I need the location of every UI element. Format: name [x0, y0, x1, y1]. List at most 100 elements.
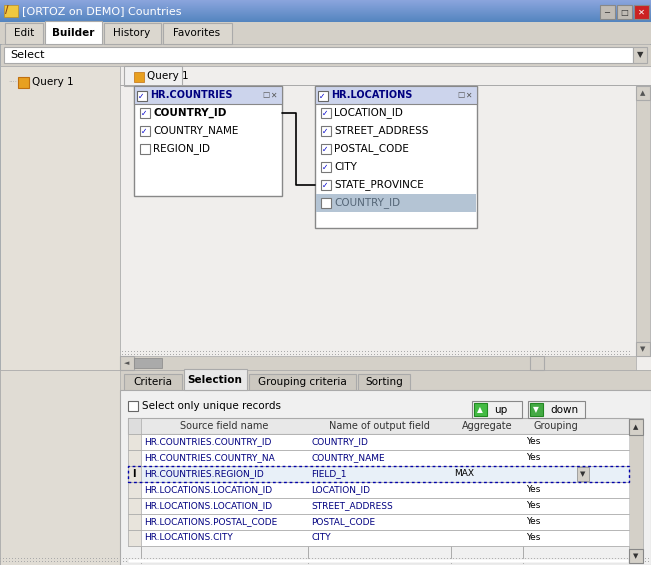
- Bar: [591, 561, 592, 562]
- Bar: [300, 561, 301, 562]
- Bar: [182, 351, 183, 352]
- Bar: [254, 354, 255, 355]
- Bar: [237, 558, 238, 559]
- Bar: [620, 354, 621, 355]
- Bar: [222, 558, 223, 559]
- Bar: [243, 561, 244, 562]
- Bar: [528, 558, 529, 559]
- Bar: [158, 354, 159, 355]
- Bar: [123, 558, 124, 559]
- Bar: [636, 342, 650, 356]
- Bar: [344, 351, 345, 352]
- Bar: [21, 558, 22, 559]
- Bar: [444, 561, 445, 562]
- Bar: [368, 354, 369, 355]
- Bar: [560, 351, 561, 352]
- Bar: [483, 561, 484, 562]
- Bar: [257, 354, 258, 355]
- Text: Yes: Yes: [526, 454, 540, 463]
- Bar: [294, 561, 295, 562]
- Bar: [0, 19, 651, 20]
- Bar: [170, 351, 171, 352]
- Bar: [618, 561, 619, 562]
- Bar: [137, 91, 147, 101]
- Bar: [608, 351, 609, 352]
- Text: HR.LOCATIONS.LOCATION_ID: HR.LOCATIONS.LOCATION_ID: [144, 502, 272, 511]
- Bar: [623, 354, 624, 355]
- Text: [ORTOZ on DEMO] Countries: [ORTOZ on DEMO] Countries: [22, 6, 182, 16]
- Bar: [258, 561, 259, 562]
- Bar: [341, 351, 342, 352]
- Bar: [0, 15, 651, 16]
- Bar: [321, 558, 322, 559]
- Bar: [224, 354, 225, 355]
- Bar: [537, 558, 538, 559]
- Bar: [281, 351, 282, 352]
- Bar: [93, 561, 94, 562]
- Bar: [212, 354, 213, 355]
- Bar: [602, 351, 603, 352]
- Bar: [365, 354, 366, 355]
- Bar: [473, 351, 474, 352]
- Bar: [434, 354, 435, 355]
- Text: ▲: ▲: [633, 424, 639, 430]
- Bar: [374, 354, 375, 355]
- Bar: [120, 66, 651, 370]
- Bar: [545, 354, 546, 355]
- Bar: [51, 558, 52, 559]
- Bar: [159, 558, 160, 559]
- Bar: [476, 351, 477, 352]
- Bar: [42, 558, 43, 559]
- Bar: [420, 561, 421, 562]
- Bar: [66, 558, 67, 559]
- Bar: [648, 561, 649, 562]
- Bar: [90, 561, 91, 562]
- Bar: [528, 401, 585, 418]
- Bar: [0, 9, 651, 10]
- Bar: [287, 354, 288, 355]
- Bar: [323, 351, 324, 352]
- Bar: [326, 354, 327, 355]
- Bar: [536, 351, 537, 352]
- Text: LOCATION_ID: LOCATION_ID: [334, 107, 403, 119]
- Bar: [618, 558, 619, 559]
- Bar: [429, 558, 430, 559]
- Bar: [143, 354, 144, 355]
- Bar: [380, 354, 381, 355]
- Bar: [174, 558, 175, 559]
- Bar: [120, 390, 651, 565]
- Bar: [621, 561, 622, 562]
- Bar: [132, 561, 133, 562]
- Bar: [582, 558, 583, 559]
- Bar: [206, 351, 207, 352]
- Bar: [489, 561, 490, 562]
- Bar: [449, 354, 450, 355]
- Bar: [642, 561, 643, 562]
- Bar: [408, 561, 409, 562]
- Text: ✕: ✕: [637, 7, 644, 16]
- Bar: [410, 351, 411, 352]
- Text: STREET_ADDRESS: STREET_ADDRESS: [311, 502, 393, 511]
- Text: ▼: ▼: [533, 406, 539, 415]
- Text: ◄: ◄: [124, 360, 130, 366]
- Bar: [140, 351, 141, 352]
- Bar: [33, 561, 34, 562]
- Bar: [270, 558, 271, 559]
- Bar: [231, 558, 232, 559]
- Bar: [195, 561, 196, 562]
- Bar: [588, 558, 589, 559]
- Bar: [630, 558, 631, 559]
- Bar: [648, 558, 649, 559]
- Bar: [146, 351, 147, 352]
- Bar: [360, 561, 361, 562]
- Bar: [555, 561, 556, 562]
- Bar: [215, 354, 216, 355]
- Bar: [186, 558, 187, 559]
- Bar: [302, 354, 303, 355]
- Bar: [620, 351, 621, 352]
- Bar: [576, 558, 577, 559]
- Bar: [242, 351, 243, 352]
- Bar: [363, 558, 364, 559]
- Bar: [281, 354, 282, 355]
- Bar: [596, 354, 597, 355]
